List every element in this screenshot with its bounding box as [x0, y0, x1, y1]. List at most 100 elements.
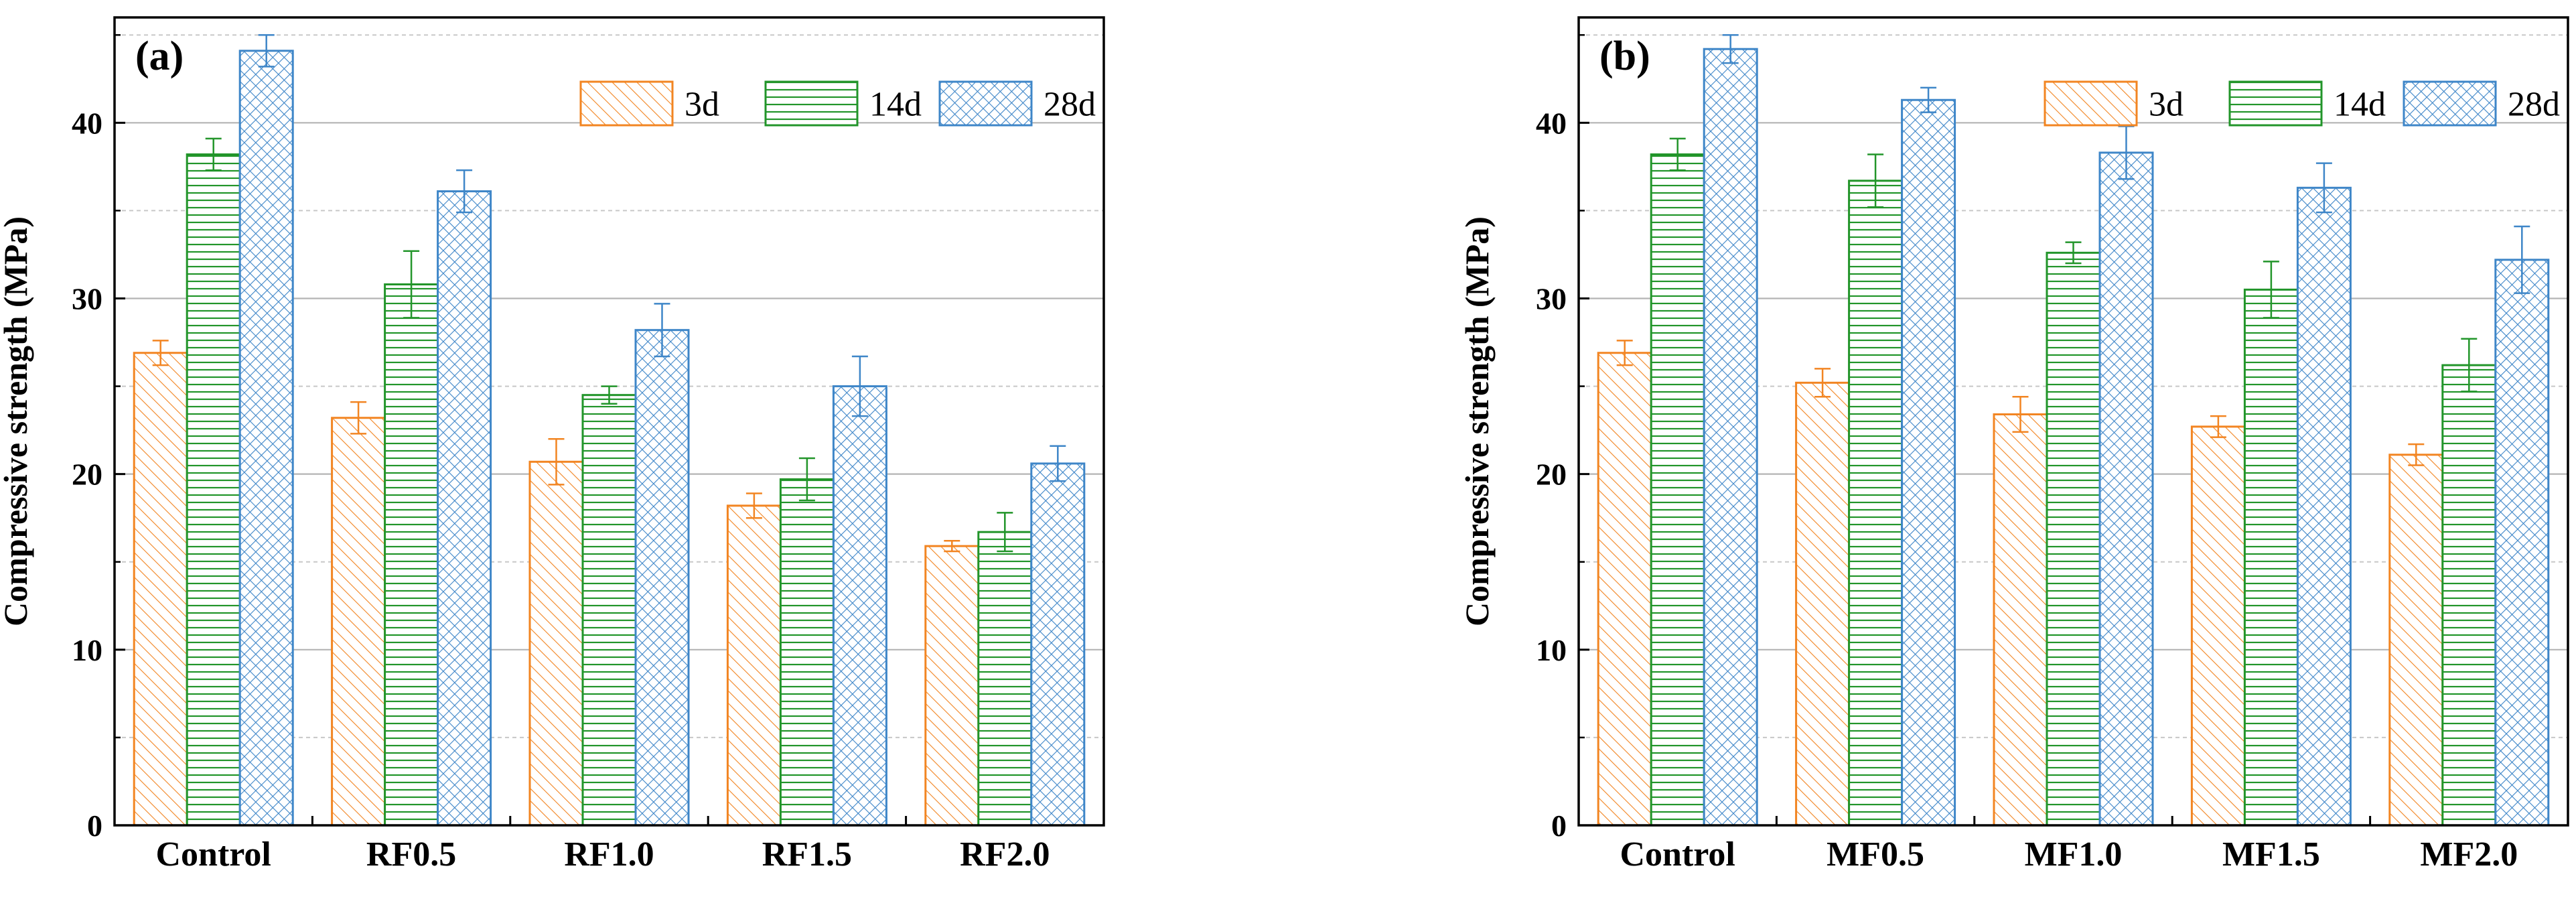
plot-frame — [1577, 16, 2569, 827]
error-bar-14d-MF2.0 — [2461, 338, 2478, 393]
legend: 3d 14d 28d — [579, 80, 1096, 127]
x-tick-label-MF1.0: MF1.0 — [2025, 835, 2123, 874]
y-axis-title: Compressive strength (MPa) — [0, 216, 34, 626]
x-tick-label-MF1.5: MF1.5 — [2222, 835, 2320, 874]
y-tick-label: 40 — [72, 106, 102, 140]
error-bar-28d-MF2.0 — [2514, 225, 2530, 294]
panel-label: (b) — [1599, 33, 1650, 79]
legend-swatch-14d — [2228, 80, 2323, 127]
error-bar-3d-Control — [152, 340, 169, 366]
bar-14d-MF0.5 — [1848, 180, 1904, 827]
legend-label-28d: 28d — [2508, 86, 2560, 124]
legend: 3d 14d 28d — [2044, 80, 2560, 127]
bar-3d-MF0.5 — [1795, 381, 1851, 827]
bar-3d-RF1.0 — [528, 460, 584, 827]
bar-3d-RF1.5 — [726, 504, 782, 827]
y-tick-label: 0 — [1551, 809, 1567, 843]
error-bar-14d-RF2.0 — [997, 512, 1013, 553]
error-bar-14d-RF0.5 — [403, 250, 420, 319]
x-tick-label-RF1.5: RF1.5 — [762, 835, 852, 874]
bar-14d-RF0.5 — [384, 283, 439, 827]
error-bar-28d-MF1.0 — [2118, 125, 2135, 180]
bar-28d-Control — [238, 50, 294, 827]
plot-frame — [113, 16, 1105, 827]
panel-a-chart: 0 10 20 30 40 Control RF0.5 RF1.0 RF1.5 RF2.0 Comp… — [0, 16, 1105, 874]
bar-28d-RF0.5 — [437, 190, 492, 827]
y-tick-label: 30 — [72, 281, 102, 316]
bar-14d-Control — [1650, 153, 1705, 827]
x-tick-label-RF2.0: RF2.0 — [960, 835, 1050, 874]
bar-28d-MF2.0 — [2494, 259, 2550, 827]
bar-28d-MF0.5 — [1901, 98, 1956, 827]
bar-28d-RF1.5 — [832, 385, 887, 827]
error-bar-28d-RF2.0 — [1050, 445, 1066, 482]
panel-b-chart: 0 10 20 30 40 Control MF0.5 MF1.0 MF1.5 MF2.0 Comp… — [1458, 16, 2569, 874]
error-bar-28d-RF1.0 — [654, 303, 670, 358]
error-bar-14d-Control — [1669, 137, 1686, 171]
bar-3d-RF2.0 — [924, 545, 980, 827]
bar-3d-Control — [133, 352, 188, 827]
bar-3d-MF1.0 — [1993, 413, 2048, 827]
bar-14d-RF1.0 — [581, 394, 637, 827]
error-bar-3d-MF1.0 — [2012, 396, 2029, 433]
error-bar-3d-MF0.5 — [1814, 368, 1831, 398]
bar-3d-MF1.5 — [2190, 425, 2246, 827]
legend-swatch-28d — [2403, 80, 2497, 127]
error-bar-14d-MF0.5 — [1867, 153, 1884, 208]
legend-label-3d: 3d — [685, 86, 719, 124]
x-tick-label-RF1.0: RF1.0 — [564, 835, 654, 874]
y-tick-label: 10 — [1536, 633, 1567, 667]
bar-14d-MF1.0 — [2046, 251, 2101, 827]
error-bar-28d-RF1.5 — [851, 355, 868, 417]
legend-swatch-3d — [2044, 80, 2138, 127]
bar-14d-MF1.5 — [2243, 288, 2299, 827]
error-bar-14d-MF1.5 — [2263, 261, 2279, 319]
y-axis-title: Compressive strength (MPa) — [1458, 216, 1496, 626]
x-tick-label-Control: Control — [1620, 835, 1735, 874]
x-tick-label-MF2.0: MF2.0 — [2420, 835, 2518, 874]
error-bar-14d-MF1.0 — [2065, 241, 2082, 265]
bar-28d-MF1.5 — [2296, 186, 2352, 827]
legend-swatch-14d — [764, 80, 859, 127]
error-bar-28d-MF0.5 — [1920, 86, 1937, 113]
bar-28d-RF1.0 — [634, 329, 690, 827]
y-tick-label: 40 — [1536, 106, 1567, 140]
bar-3d-RF0.5 — [331, 417, 386, 827]
bar-28d-MF1.0 — [2098, 151, 2154, 827]
error-bar-28d-Control — [258, 33, 275, 68]
x-tick-label-MF0.5: MF0.5 — [1827, 835, 1924, 874]
error-bar-14d-RF1.5 — [798, 457, 815, 502]
error-bar-3d-Control — [1616, 340, 1633, 366]
error-bar-28d-RF0.5 — [456, 169, 473, 214]
panel-label: (a) — [135, 33, 184, 79]
y-tick-label: 30 — [1536, 281, 1567, 316]
y-tick-label: 10 — [72, 633, 102, 667]
bar-14d-Control — [186, 153, 241, 827]
legend-label-28d: 28d — [1044, 86, 1096, 124]
y-tick-label: 20 — [1536, 458, 1567, 492]
legend-swatch-3d — [579, 80, 674, 127]
legend-swatch-28d — [938, 80, 1033, 127]
error-bar-3d-MF1.5 — [2210, 415, 2226, 438]
y-tick-label: 0 — [87, 809, 102, 843]
bar-3d-Control — [1597, 352, 1652, 827]
error-bar-3d-RF1.5 — [745, 492, 762, 519]
bar-28d-RF2.0 — [1030, 462, 1086, 827]
bar-28d-Control — [1703, 48, 1758, 827]
y-tick-label: 20 — [72, 458, 102, 492]
bar-3d-MF2.0 — [2388, 454, 2444, 827]
bar-14d-RF2.0 — [977, 531, 1033, 827]
error-bar-3d-RF2.0 — [944, 540, 960, 553]
error-bar-28d-MF1.5 — [2315, 162, 2332, 214]
error-bar-28d-Control — [1722, 33, 1739, 64]
error-bar-3d-RF0.5 — [350, 401, 367, 435]
error-bar-3d-RF1.0 — [548, 437, 565, 486]
bar-14d-MF2.0 — [2441, 364, 2497, 827]
x-tick-label-Control: Control — [156, 835, 271, 874]
legend-label-14d: 14d — [2334, 86, 2386, 124]
legend-label-14d: 14d — [869, 86, 922, 124]
error-bar-14d-Control — [205, 137, 222, 171]
bar-14d-RF1.5 — [779, 478, 835, 827]
legend-label-3d: 3d — [2149, 86, 2184, 124]
